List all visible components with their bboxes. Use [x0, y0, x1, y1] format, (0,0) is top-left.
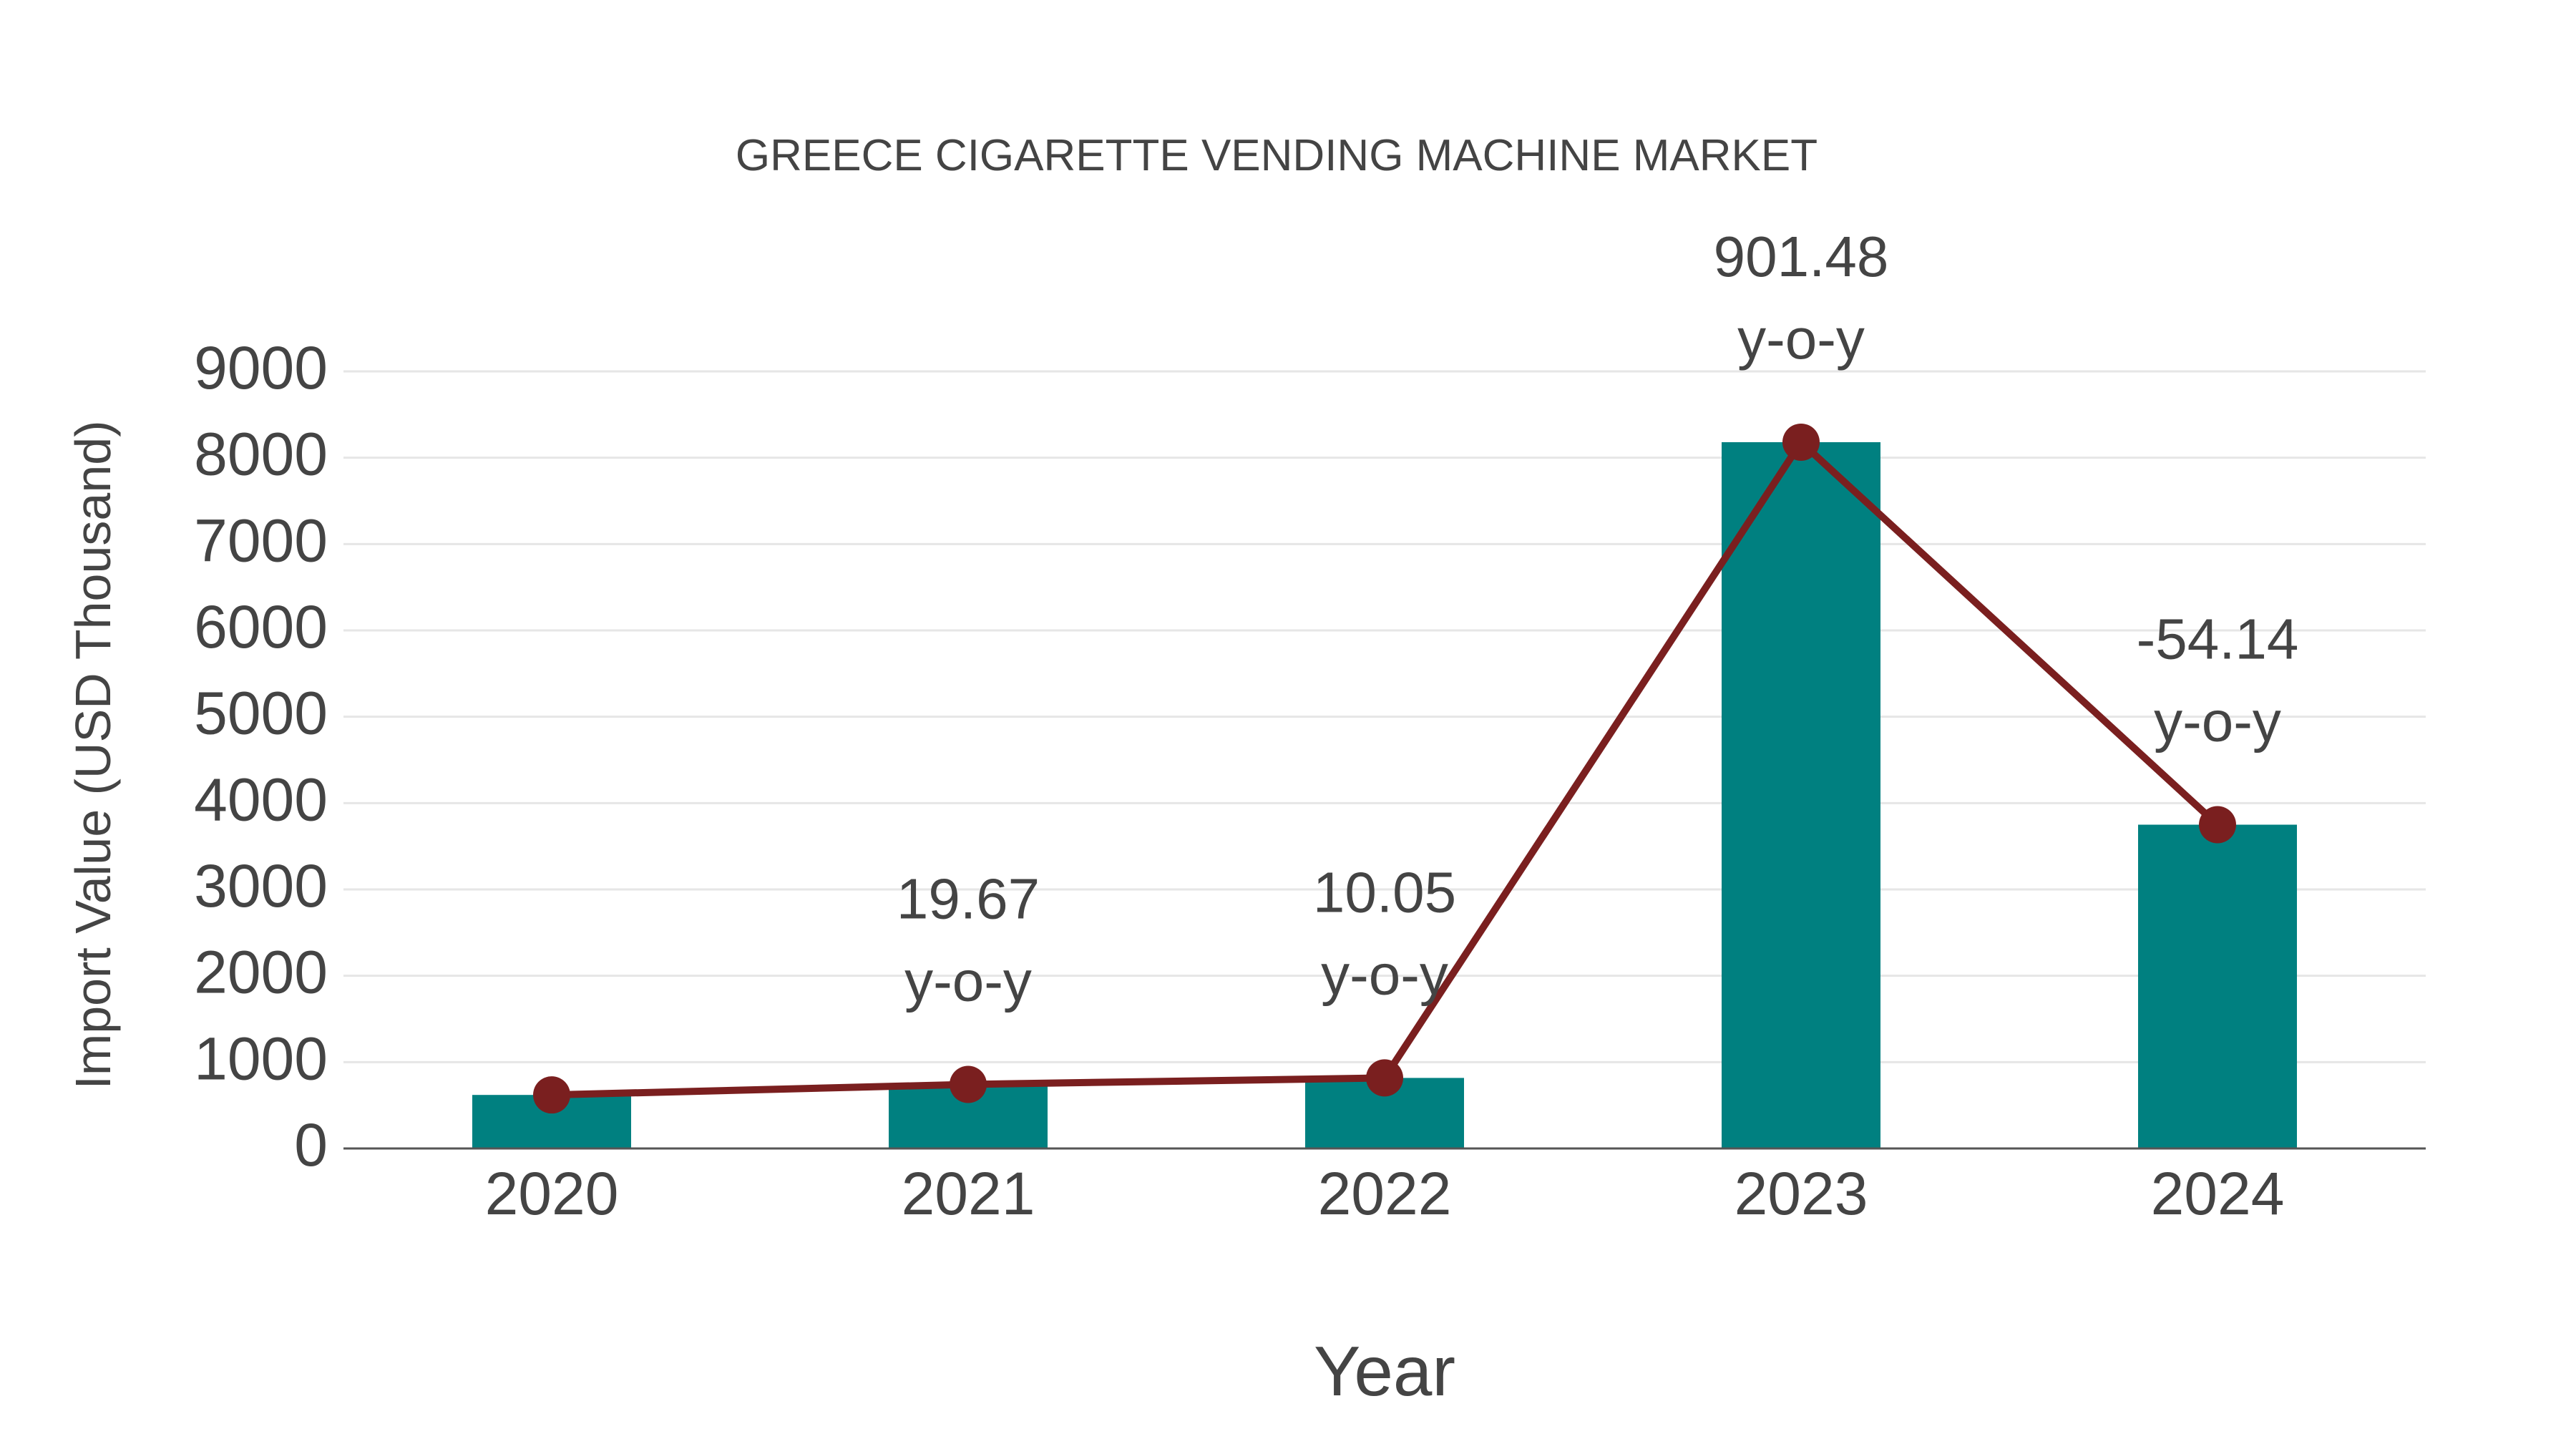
y-tick-label: 3000 [194, 852, 328, 919]
y-tick-label: 1000 [194, 1025, 328, 1092]
x-tick-label: 2021 [902, 1160, 1035, 1227]
y-tick-label: 0 [294, 1111, 328, 1179]
trend-marker [2199, 806, 2236, 844]
trend-marker [533, 1076, 570, 1114]
x-tick-label: 2022 [1318, 1160, 1452, 1227]
y-tick-label: 6000 [194, 593, 328, 660]
y-tick-label: 9000 [194, 334, 328, 401]
trend-marker [1366, 1059, 1403, 1097]
trend-marker [950, 1065, 987, 1103]
x-tick-label: 2020 [485, 1160, 619, 1227]
yoy-annotation-value: 19.67 [897, 867, 1040, 930]
yoy-annotation-value: -54.14 [2137, 608, 2299, 671]
y-tick-label: 5000 [194, 680, 328, 747]
yoy-annotation-suffix: y-o-y [1321, 942, 1448, 1006]
x-tick-label: 2023 [1735, 1160, 1868, 1227]
yoy-annotation-value: 901.48 [1714, 225, 1889, 288]
y-tick-label: 2000 [194, 939, 328, 1006]
yoy-annotation-value: 10.05 [1313, 860, 1456, 924]
x-tick-label: 2024 [2151, 1160, 2285, 1227]
x-axis-label: Year [1313, 1332, 1456, 1410]
chart-title: GREECE CIGARETTE VENDING MACHINE MARKET [735, 131, 1818, 180]
y-tick-label: 7000 [194, 507, 328, 574]
trend-marker [1782, 423, 1820, 461]
y-tick-label: 4000 [194, 766, 328, 833]
bar [2138, 824, 2297, 1148]
yoy-annotation-suffix: y-o-y [904, 949, 1032, 1013]
y-tick-label: 8000 [194, 421, 328, 488]
yoy-annotation-suffix: y-o-y [1737, 307, 1865, 371]
yoy-annotation-suffix: y-o-y [2154, 690, 2281, 753]
bar [1722, 441, 1880, 1148]
